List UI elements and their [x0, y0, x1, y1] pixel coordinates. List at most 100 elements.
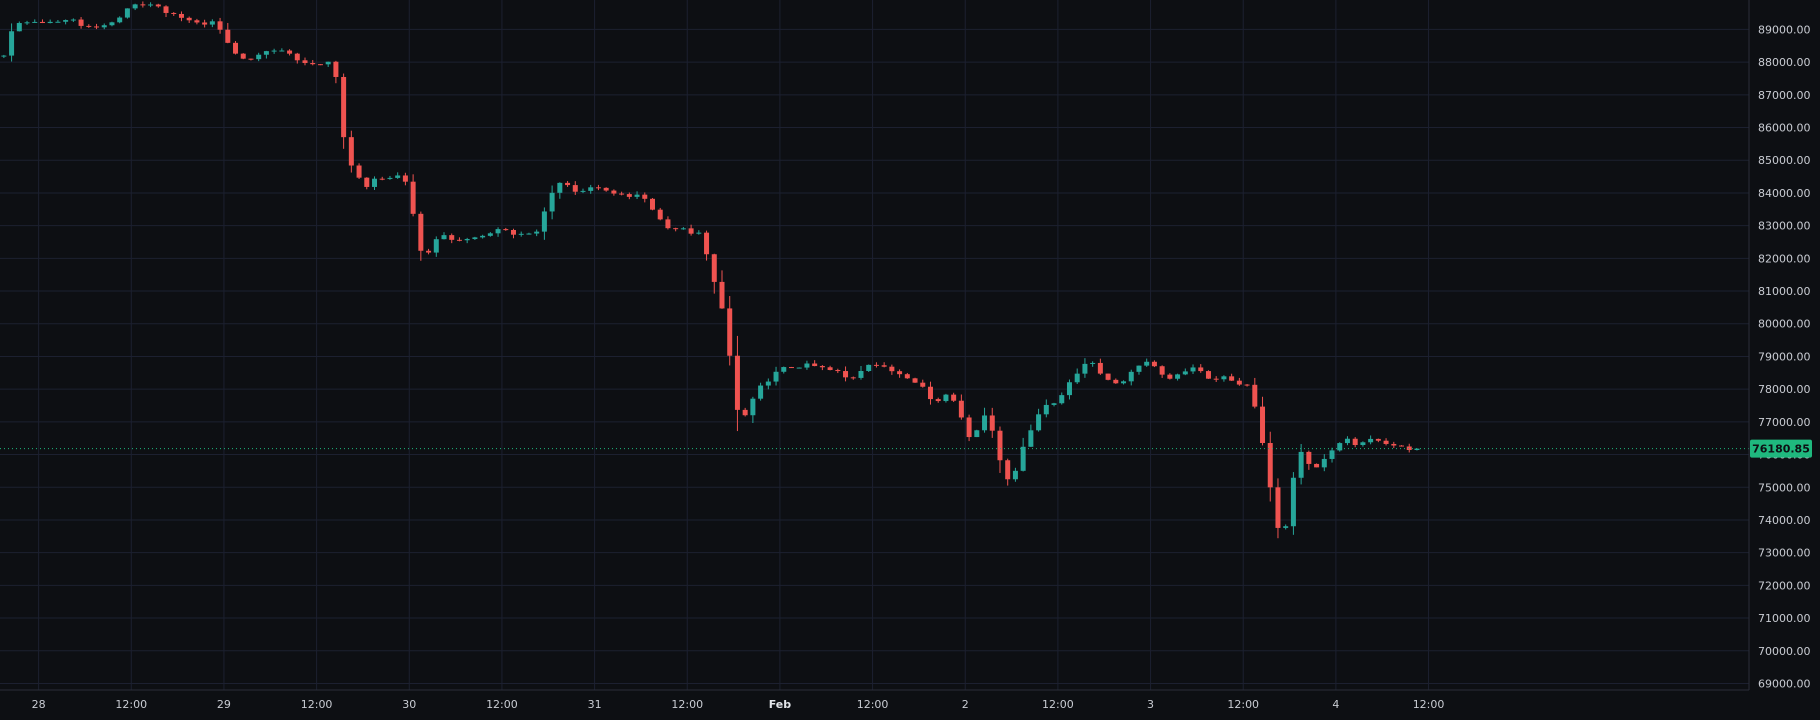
candle[interactable] — [565, 181, 571, 187]
candle[interactable] — [302, 57, 308, 66]
candle[interactable] — [441, 232, 447, 240]
candle[interactable] — [1121, 380, 1127, 385]
candle[interactable] — [711, 253, 717, 294]
candle[interactable] — [1229, 373, 1235, 381]
candle[interactable] — [402, 172, 408, 186]
candle[interactable] — [927, 381, 933, 405]
candle[interactable] — [688, 224, 694, 236]
candle[interactable] — [657, 207, 663, 221]
candle[interactable] — [140, 1, 146, 8]
candle[interactable] — [503, 227, 509, 231]
candle[interactable] — [572, 181, 578, 195]
candle[interactable] — [904, 372, 910, 379]
candle[interactable] — [1275, 478, 1281, 539]
candle[interactable] — [1128, 369, 1134, 386]
candle[interactable] — [603, 187, 609, 192]
candle[interactable] — [1198, 364, 1204, 373]
candle[interactable] — [132, 3, 138, 11]
candle[interactable] — [317, 64, 323, 66]
candle[interactable] — [765, 378, 771, 390]
candle[interactable] — [1090, 361, 1096, 367]
candle[interactable] — [1113, 378, 1119, 384]
candle[interactable] — [63, 19, 69, 25]
candle[interactable] — [148, 2, 154, 8]
candle[interactable] — [333, 60, 339, 84]
candle[interactable] — [294, 52, 300, 64]
candle[interactable] — [1105, 373, 1111, 381]
candle[interactable] — [1352, 437, 1358, 448]
candle[interactable] — [1399, 445, 1405, 447]
candle[interactable] — [78, 17, 84, 29]
candle[interactable] — [866, 364, 872, 372]
candle[interactable] — [310, 60, 316, 66]
candle[interactable] — [989, 407, 995, 438]
candle[interactable] — [1144, 358, 1150, 367]
candle[interactable] — [935, 397, 941, 403]
candle[interactable] — [773, 366, 779, 386]
candle[interactable] — [734, 335, 740, 432]
candle[interactable] — [271, 48, 277, 54]
candle[interactable] — [325, 61, 331, 67]
candle[interactable] — [364, 177, 370, 190]
candle[interactable] — [155, 3, 161, 8]
candle[interactable] — [727, 296, 733, 366]
candle[interactable] — [279, 48, 285, 52]
candle[interactable] — [704, 230, 710, 261]
candle[interactable] — [1314, 463, 1320, 468]
candle[interactable] — [850, 376, 856, 380]
candle[interactable] — [32, 19, 38, 23]
candle[interactable] — [511, 228, 517, 239]
candle[interactable] — [742, 407, 748, 417]
candle[interactable] — [827, 365, 833, 371]
candle[interactable] — [1182, 368, 1188, 376]
candle[interactable] — [256, 52, 262, 62]
candle[interactable] — [696, 230, 702, 235]
candle[interactable] — [1074, 368, 1080, 384]
candle[interactable] — [1252, 377, 1258, 409]
candle[interactable] — [287, 49, 293, 56]
candle[interactable] — [1136, 365, 1142, 375]
candle[interactable] — [263, 50, 269, 59]
candle[interactable] — [341, 73, 347, 149]
candle[interactable] — [750, 396, 756, 423]
candle[interactable] — [549, 185, 555, 220]
time-axis[interactable]: 28 12:00 29 12:00 30 12:00 31 12:00 Feb 12:00 2 12:… — [32, 698, 1445, 711]
candle[interactable] — [379, 176, 385, 181]
candle[interactable] — [1368, 435, 1374, 445]
candle[interactable] — [1236, 377, 1242, 386]
candle[interactable] — [557, 182, 563, 199]
candle[interactable] — [1391, 441, 1397, 449]
candle[interactable] — [418, 211, 424, 261]
candle[interactable] — [1005, 458, 1011, 486]
candle[interactable] — [426, 248, 432, 255]
candle[interactable] — [642, 192, 648, 203]
candle[interactable] — [480, 234, 486, 239]
candle[interactable] — [781, 366, 787, 374]
candle[interactable] — [819, 365, 825, 371]
candle[interactable] — [16, 21, 22, 32]
candle[interactable] — [395, 172, 401, 179]
candle[interactable] — [472, 236, 478, 240]
candle[interactable] — [920, 379, 926, 388]
candle[interactable] — [233, 41, 239, 55]
candle[interactable] — [464, 237, 470, 244]
candle[interactable] — [86, 24, 92, 28]
candle[interactable] — [163, 5, 169, 18]
candle[interactable] — [912, 377, 918, 383]
candle[interactable] — [1244, 384, 1250, 387]
candle[interactable] — [124, 8, 130, 19]
price-axis[interactable]: 89000.00 88000.00 87000.00 86000.00 85000.00… — [1758, 23, 1811, 690]
candle[interactable] — [109, 21, 115, 27]
candle[interactable] — [70, 18, 76, 22]
candle[interactable] — [626, 192, 632, 200]
candle[interactable] — [1298, 444, 1304, 485]
candle[interactable] — [982, 407, 988, 433]
candle[interactable] — [171, 12, 177, 16]
candle[interactable] — [1159, 365, 1165, 378]
candle[interactable] — [449, 233, 455, 244]
candle[interactable] — [225, 22, 231, 44]
candle[interactable] — [248, 58, 254, 61]
candle[interactable] — [101, 23, 107, 30]
candle[interactable] — [1097, 358, 1103, 375]
